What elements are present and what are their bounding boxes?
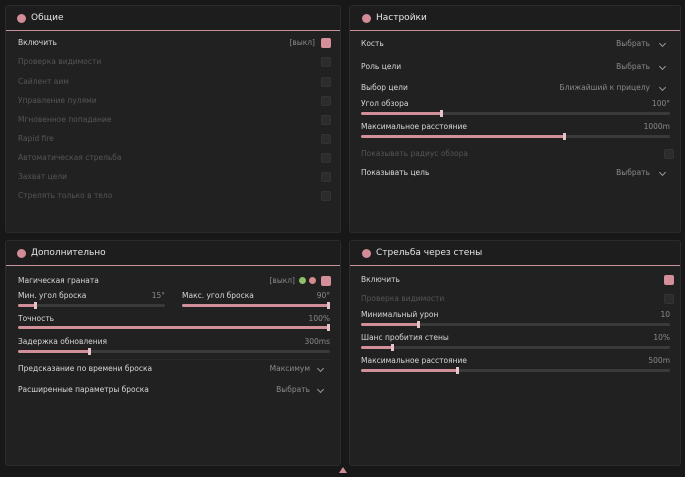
resize-handle[interactable]	[339, 466, 347, 474]
dropdown[interactable]: Ближайший к прицелу	[559, 83, 650, 92]
separator	[18, 359, 330, 360]
checkbox[interactable]	[321, 96, 331, 106]
dropdown[interactable]: Выбрать	[616, 39, 650, 48]
slider-value: 300ms	[304, 337, 330, 346]
label: Мин. угол броска	[18, 291, 87, 300]
keybind[interactable]: [выкл]	[269, 276, 295, 285]
checkbox[interactable]	[664, 149, 674, 159]
panel-title: Настройки	[376, 13, 427, 23]
label: Проверка видимости	[18, 57, 102, 66]
icon	[17, 14, 26, 23]
label: Минимальный урон	[361, 310, 439, 319]
label: Магическая граната	[18, 276, 99, 285]
label: Мгновенное попадание	[18, 115, 112, 124]
label: Показывать радиус обзора	[361, 149, 468, 158]
panel: Общие	[5, 5, 341, 233]
label: Расширенные параметры броска	[18, 385, 149, 394]
label: Задержка обновления	[18, 337, 108, 346]
label: Включить	[361, 275, 400, 284]
dropdown[interactable]: Выбрать	[276, 385, 310, 394]
label: Автоматическая стрельба	[18, 153, 122, 162]
icon	[17, 249, 26, 258]
checkbox[interactable]	[321, 77, 331, 87]
slider[interactable]	[361, 321, 670, 328]
label: Сайлент аим	[18, 77, 69, 86]
slider[interactable]	[361, 110, 670, 117]
checkbox[interactable]	[321, 172, 331, 182]
slider[interactable]	[18, 302, 165, 309]
panel-header	[6, 6, 340, 31]
panel-title: Дополнительно	[31, 248, 106, 258]
panel: Дополнительно	[5, 240, 341, 466]
checkbox[interactable]	[664, 294, 674, 304]
checkbox[interactable]	[321, 153, 331, 163]
label: Управление пулями	[18, 96, 97, 105]
checkbox[interactable]	[321, 115, 331, 125]
label: Захват цели	[18, 172, 67, 181]
label: Предсказание по времени броска	[18, 364, 153, 373]
panel: Настройки	[349, 5, 681, 233]
checkbox[interactable]	[321, 276, 331, 286]
slider[interactable]	[361, 367, 670, 374]
icon	[309, 277, 316, 284]
slider-value: 500m	[648, 356, 670, 365]
checkbox[interactable]	[321, 191, 331, 201]
label: Включить	[18, 38, 57, 47]
slider[interactable]	[361, 344, 670, 351]
icon	[299, 277, 306, 284]
icon	[362, 249, 371, 258]
slider[interactable]	[361, 133, 670, 140]
slider[interactable]	[18, 348, 330, 355]
slider-value: 90°	[316, 291, 330, 300]
checkbox[interactable]	[664, 275, 674, 285]
checkbox[interactable]	[321, 134, 331, 144]
label: Максимальное расстояние	[361, 122, 468, 131]
panel: Стрельба через стены	[349, 240, 681, 466]
label: Роль цели	[361, 62, 402, 71]
label: Кость	[361, 39, 384, 48]
panel-header	[350, 241, 680, 266]
label: Шанс пробития стены	[361, 333, 449, 342]
icon	[362, 14, 371, 23]
label: Выбор цели	[361, 83, 408, 92]
checkbox[interactable]	[321, 57, 331, 67]
slider-value: 100°	[651, 99, 670, 108]
label: Показывать цель	[361, 168, 430, 177]
label: Rapid fire	[18, 134, 54, 143]
panel-title: Общие	[31, 13, 64, 23]
label: Угол обзора	[361, 99, 409, 108]
dropdown[interactable]: Выбрать	[616, 168, 650, 177]
dropdown[interactable]: Выбрать	[616, 62, 650, 71]
slider-value: 15°	[151, 291, 165, 300]
keybind[interactable]: [выкл]	[289, 38, 315, 47]
label: Стрелять только в тело	[18, 191, 113, 200]
label: Проверка видимости	[361, 294, 445, 303]
slider-value: 10%	[653, 333, 670, 342]
dropdown[interactable]: Максимум	[269, 364, 310, 373]
label: Максимальное расстояние	[361, 356, 468, 365]
panel-title: Стрельба через стены	[376, 248, 483, 258]
checkbox[interactable]	[321, 38, 331, 48]
slider-value: 1000m	[643, 122, 670, 131]
panel-header	[6, 241, 340, 266]
slider-value: 10	[660, 310, 670, 319]
label: Макс. угол броска	[182, 291, 254, 300]
label: Точность	[18, 314, 55, 323]
panel-header	[350, 6, 680, 31]
slider[interactable]	[182, 302, 330, 309]
slider-value: 100%	[308, 314, 330, 323]
slider[interactable]	[18, 324, 330, 331]
